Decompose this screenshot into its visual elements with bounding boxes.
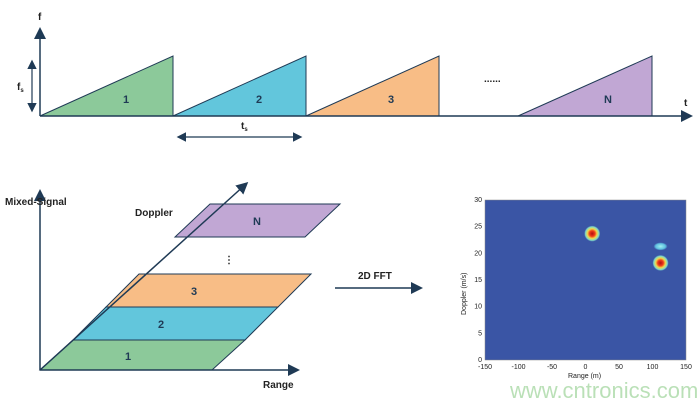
frame-1-label: 1 — [125, 351, 131, 363]
y-tick-label: 0 — [478, 357, 482, 364]
doppler-axis-label: Doppler — [135, 208, 173, 219]
fft-label: 2D FFT — [358, 271, 392, 282]
f-axis-label: f — [38, 12, 42, 23]
frame-2-label: 2 — [158, 319, 164, 331]
chirp-sequence: 1 2 3 N ...... f t fs ts — [17, 12, 693, 142]
x-tick-label: -150 — [478, 364, 492, 371]
data-cube: 1 2 3 N ⋮ Mixed-Signal Doppler Range — [5, 181, 342, 391]
plot-area — [484, 199, 687, 361]
frame-3-label: 3 — [191, 286, 197, 298]
bandwidth-label: fs — [17, 82, 24, 94]
x-tick-label: 100 — [647, 364, 659, 371]
x-tick-label: -100 — [511, 364, 525, 371]
y-tick-label: 20 — [474, 250, 482, 257]
doppler-axis — [39, 181, 249, 371]
chirp-3-label: 3 — [388, 94, 394, 106]
plot-xlabel: Range (m) — [568, 373, 601, 380]
chirp-2-label: 2 — [256, 94, 262, 106]
y-tick-label: 30 — [474, 197, 482, 204]
frame-3 — [104, 273, 313, 308]
chirp-1 — [39, 55, 174, 117]
target-peak — [584, 225, 601, 242]
chirp-1-label: 1 — [123, 94, 129, 106]
frame-1 — [38, 339, 247, 371]
range-doppler-plot: Doppler (m/s) Range (m) -150 -100 -50 0 50 10… — [461, 197, 692, 380]
x-tick-label: -50 — [547, 364, 557, 371]
frame-n — [173, 203, 342, 238]
target-peak — [653, 242, 668, 251]
t-axis-label: t — [684, 98, 688, 109]
range-axis-label: Range — [263, 380, 294, 391]
frame-n-label: N — [253, 216, 261, 228]
x-tick-label: 50 — [615, 364, 623, 371]
signal-axis-label: Mixed-Signal — [5, 197, 67, 208]
chirp-ellipsis: ...... — [484, 74, 501, 85]
chirp-n — [517, 55, 653, 117]
x-tick-label: 0 — [584, 364, 588, 371]
chirp-n-label: N — [604, 94, 612, 106]
y-tick-label: 25 — [474, 224, 482, 231]
chirp-3 — [305, 55, 440, 117]
frame-ellipsis: ⋮ — [224, 255, 234, 266]
y-tick-label: 10 — [474, 304, 482, 311]
watermark: www.cntronics.com — [509, 378, 698, 400]
period-label: ts — [241, 121, 248, 133]
y-tick-label: 15 — [474, 277, 482, 284]
plot-ylabel: Doppler (m/s) — [461, 273, 468, 315]
x-tick-label: 150 — [680, 364, 692, 371]
chirp-2 — [172, 55, 307, 117]
target-peak — [652, 254, 669, 271]
y-tick-label: 5 — [478, 330, 482, 337]
